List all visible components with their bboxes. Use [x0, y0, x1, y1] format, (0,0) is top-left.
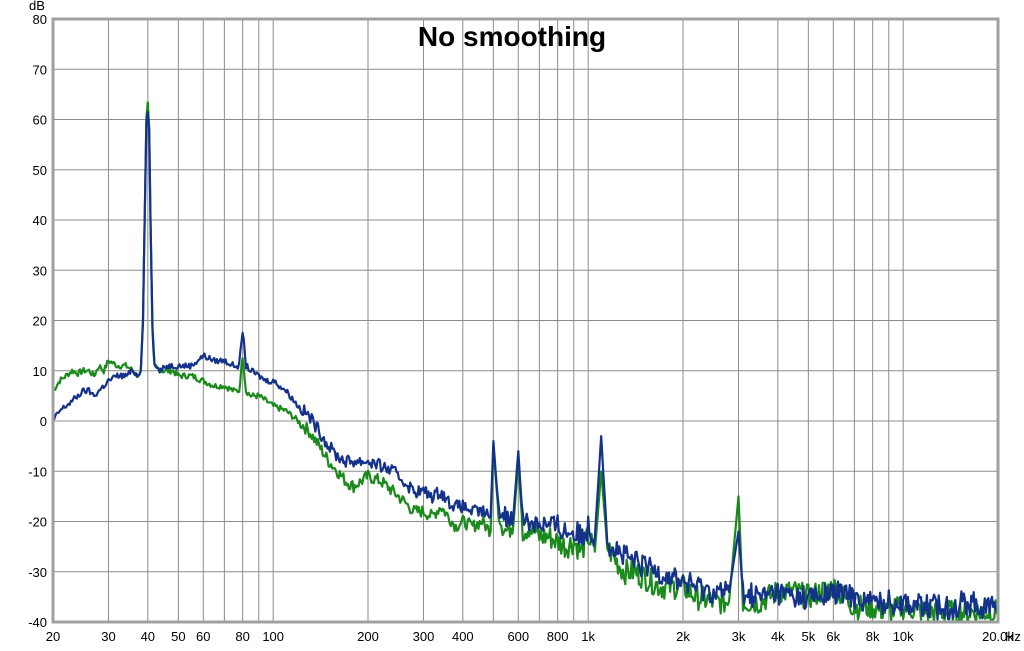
x-tick-label: 30 — [101, 629, 115, 644]
y-tick-label: 80 — [33, 12, 47, 27]
x-tick-label: 6k — [826, 629, 840, 644]
x-tick-label: 800 — [547, 629, 569, 644]
x-tick-label: 80 — [235, 629, 249, 644]
x-tick-label: 5k — [801, 629, 815, 644]
x-axis-unit: Hz — [1005, 629, 1021, 644]
x-tick-label: 8k — [866, 629, 880, 644]
x-tick-label: 1k — [581, 629, 595, 644]
x-tick-label: 40 — [141, 629, 155, 644]
x-tick-label: 20 — [46, 629, 60, 644]
series-line-1 — [52, 101, 999, 624]
x-tick-label: 600 — [507, 629, 529, 644]
y-tick-label: 40 — [33, 213, 47, 228]
x-tick-label: 300 — [413, 629, 435, 644]
x-tick-label: 10k — [893, 629, 914, 644]
x-tick-label: 60 — [196, 629, 210, 644]
y-tick-label: 30 — [33, 263, 47, 278]
y-ticks: 80 70 60 50 40 30 20 10 0 -10 -20 -30 -40 — [28, 12, 47, 630]
y-tick-label: 0 — [40, 414, 47, 429]
x-tick-label: 100 — [262, 629, 284, 644]
y-axis-label: dB — [29, 0, 45, 13]
x-tick-label: 50 — [171, 629, 185, 644]
y-tick-label: 20 — [33, 314, 47, 329]
x-tick-label: 400 — [452, 629, 474, 644]
y-tick-label: 70 — [33, 62, 47, 77]
y-tick-label: 50 — [33, 163, 47, 178]
plot-frame — [51, 17, 1000, 624]
x-tick-label: 20.0k — [982, 629, 1014, 644]
y-tick-label: -10 — [28, 464, 47, 479]
y-tick-label: 10 — [33, 364, 47, 379]
x-tick-label: 4k — [771, 629, 785, 644]
x-tick-label: 3k — [732, 629, 746, 644]
y-tick-label: -40 — [28, 615, 47, 630]
chart-title: No smoothing — [418, 21, 606, 52]
x-ticks: 20 30 40 50 60 80 100 200 300 400 600 800 1k 2k 3k 4k 5k… — [46, 629, 1015, 644]
y-tick-label: -30 — [28, 565, 47, 580]
x-tick-label: 2k — [676, 629, 690, 644]
x-tick-label: 200 — [357, 629, 379, 644]
series-line-2 — [52, 111, 1000, 621]
y-tick-label: -20 — [28, 515, 47, 530]
y-tick-label: 60 — [33, 113, 47, 128]
series-layer — [52, 101, 1000, 624]
